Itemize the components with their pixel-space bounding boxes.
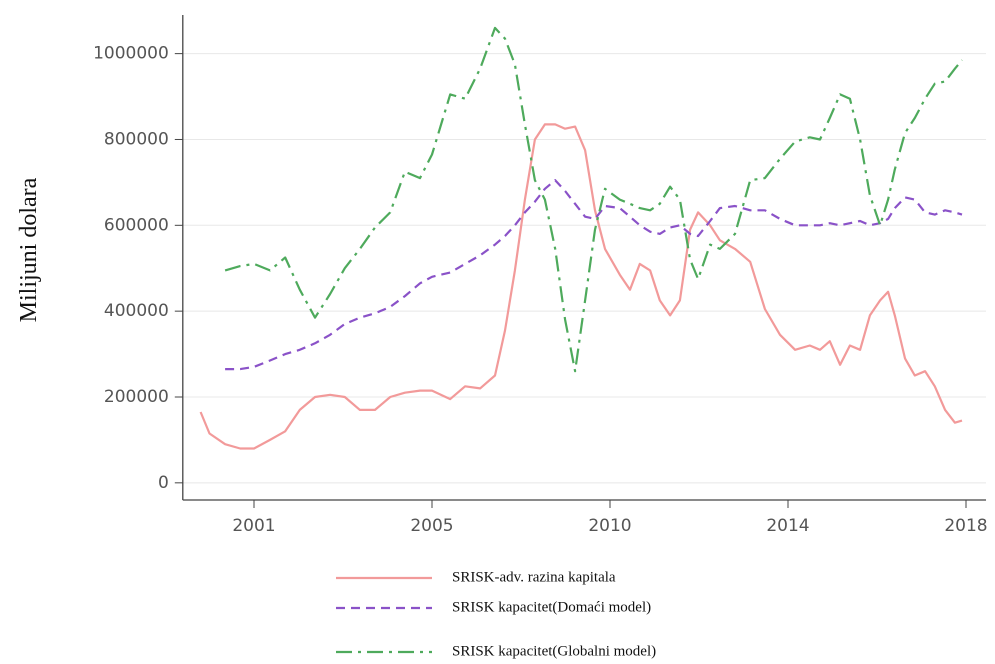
y-tick-label: 0 [158, 473, 169, 493]
y-tick-label: 1000000 [93, 44, 169, 64]
x-tick-label: 2014 [766, 516, 809, 536]
x-tick-label: 2010 [588, 516, 631, 536]
x-tick-label: 2001 [232, 516, 275, 536]
series-line [199, 123, 963, 450]
y-tick-label: 400000 [104, 301, 169, 321]
legend-label: SRISK-adv. razina kapitala [452, 569, 616, 585]
series-line [225, 179, 963, 371]
legend-label: SRISK kapacitet(Globalni model) [452, 643, 656, 659]
y-tick-label: 800000 [104, 129, 169, 149]
y-axis-label: Milijuni dolara [16, 177, 42, 322]
x-tick-label: 2005 [410, 516, 453, 536]
legend-label: SRISK kapacitet(Domaći model) [452, 599, 651, 615]
x-tick-label: 2018 [944, 516, 987, 536]
y-tick-label: 200000 [104, 387, 169, 407]
series-line [224, 26, 963, 373]
y-tick-label: 600000 [104, 215, 169, 235]
